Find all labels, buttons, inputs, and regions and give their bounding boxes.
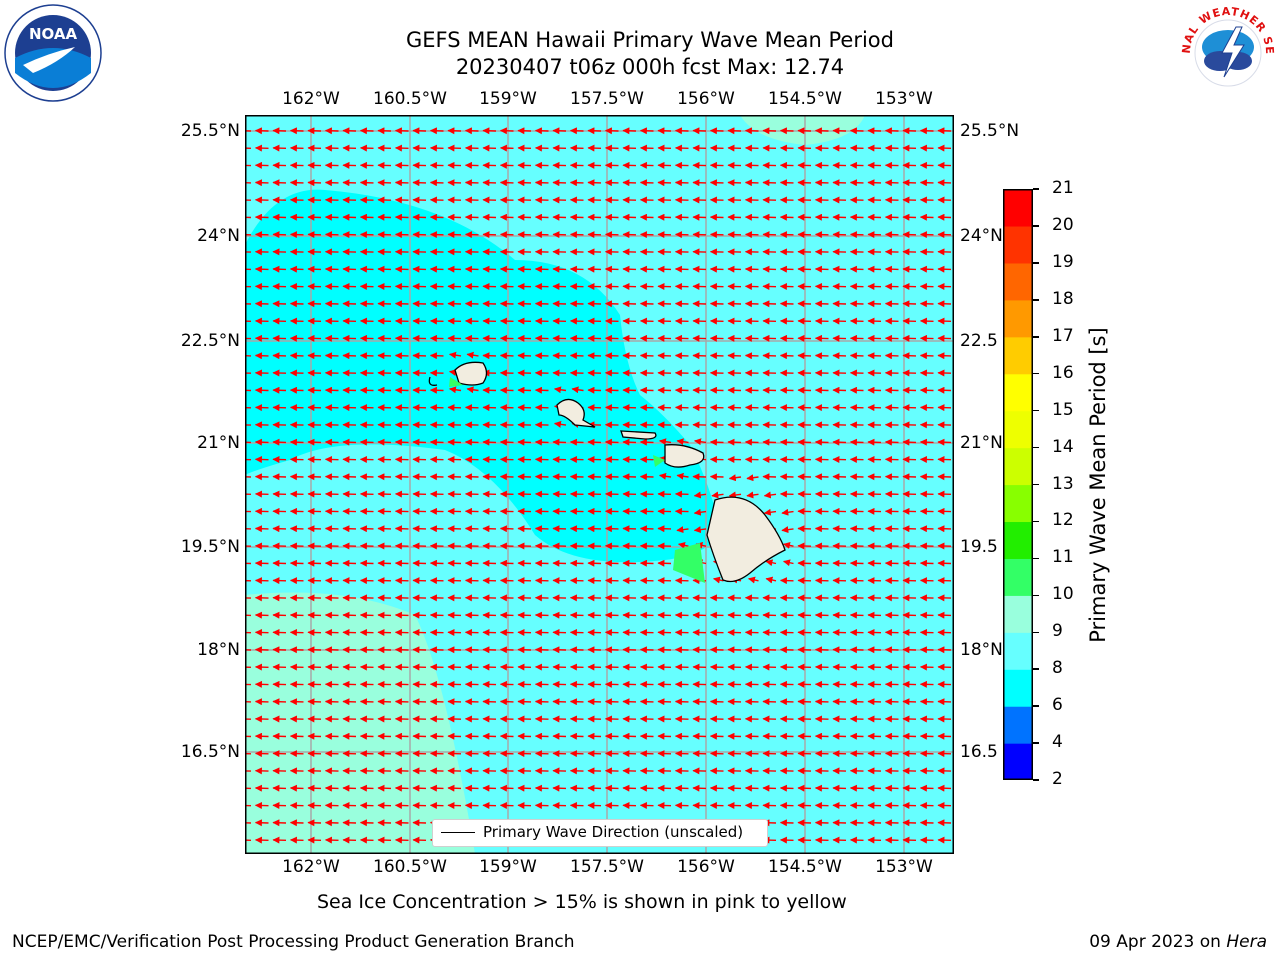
lat-tick: 24°N <box>960 226 1003 246</box>
lon-tick: 154.5°W <box>760 89 850 109</box>
lat-tick: 24°N <box>150 226 240 246</box>
colorbar-segment <box>1003 706 1033 744</box>
noaa-logo-text: NOAA <box>29 25 78 43</box>
lat-tick: 19.5°N <box>150 537 240 557</box>
colorbar-tick-mark <box>1033 188 1039 190</box>
colorbar-tick-mark <box>1033 336 1039 338</box>
colorbar-tick-label: 16 <box>1052 363 1074 383</box>
lat-tick: 21°N <box>960 433 1003 453</box>
lat-tick: 25.5°N <box>960 121 1019 141</box>
lon-tick: 159°W <box>463 857 553 877</box>
colorbar-tick-label: 21 <box>1052 178 1074 198</box>
colorbar-tick-label: 17 <box>1052 326 1074 346</box>
colorbar-tick-label: 6 <box>1052 695 1063 715</box>
colorbar-tick-mark <box>1033 225 1039 227</box>
colorbar-tick-mark <box>1033 373 1039 375</box>
chart-subtitle: 20230407 t06z 000h fcst Max: 12.74 <box>250 54 1050 80</box>
lon-tick: 159°W <box>463 89 553 109</box>
colorbar <box>1003 189 1033 780</box>
lat-tick: 25.5°N <box>150 121 240 141</box>
sea-ice-note: Sea Ice Concentration > 15% is shown in … <box>317 891 847 913</box>
colorbar-tick-mark <box>1033 742 1039 744</box>
colorbar-segment <box>1003 595 1033 633</box>
colorbar-tick-label: 2 <box>1052 769 1063 789</box>
colorbar-tick-mark <box>1033 558 1039 560</box>
map-legend: Primary Wave Direction (unscaled) <box>432 819 768 847</box>
run-date-prefix: 09 Apr 2023 on <box>1089 932 1226 952</box>
lon-tick: 160.5°W <box>365 857 455 877</box>
colorbar-segment <box>1003 448 1033 486</box>
colorbar-segment <box>1003 521 1033 559</box>
branch-credit: NCEP/EMC/Verification Post Processing Pr… <box>12 932 575 952</box>
colorbar-tick-label: 13 <box>1052 474 1074 494</box>
lon-tick: 162°W <box>266 857 356 877</box>
lon-tick: 157.5°W <box>562 89 652 109</box>
wave-period-map <box>245 115 954 854</box>
colorbar-tick-mark <box>1033 262 1039 264</box>
legend-line-sample <box>441 832 475 833</box>
lon-tick: 156°W <box>661 857 751 877</box>
lat-tick: 21°N <box>150 433 240 453</box>
colorbar-tick-label: 4 <box>1052 732 1063 752</box>
colorbar-tick-mark <box>1033 632 1039 634</box>
chart-title: GEFS MEAN Hawaii Primary Wave Mean Perio… <box>250 27 1050 53</box>
colorbar-tick-label: 10 <box>1052 584 1074 604</box>
colorbar-segment <box>1003 189 1033 227</box>
colorbar-tick-mark <box>1033 705 1039 707</box>
run-machine: Hera <box>1226 932 1267 952</box>
colorbar-tick-label: 20 <box>1052 215 1074 235</box>
colorbar-segment <box>1003 263 1033 301</box>
colorbar-segment <box>1003 669 1033 707</box>
noaa-logo: NOAA <box>3 3 103 103</box>
lon-tick: 154.5°W <box>760 857 850 877</box>
colorbar-segment <box>1003 226 1033 264</box>
colorbar-segment <box>1003 485 1033 523</box>
lon-tick: 157.5°W <box>562 857 652 877</box>
colorbar-tick-mark <box>1033 484 1039 486</box>
lon-tick: 162°W <box>266 89 356 109</box>
colorbar-tick-mark <box>1033 410 1039 412</box>
lon-tick: 160.5°W <box>365 89 455 109</box>
island-kauai <box>455 362 487 385</box>
colorbar-tick-mark <box>1033 447 1039 449</box>
colorbar-segment <box>1003 374 1033 412</box>
colorbar-tick-mark <box>1033 521 1039 523</box>
colorbar-segment <box>1003 300 1033 338</box>
colorbar-tick-mark <box>1033 668 1039 670</box>
lat-tick: 22.5°N <box>150 331 240 351</box>
lon-tick: 156°W <box>661 89 751 109</box>
lon-tick: 153°W <box>859 89 949 109</box>
lat-tick: 19.5 <box>960 537 998 557</box>
colorbar-tick-mark <box>1033 779 1039 781</box>
lat-tick: 18°N <box>150 640 240 660</box>
lat-tick: 22.5 <box>960 331 998 351</box>
colorbar-tick-label: 8 <box>1052 658 1063 678</box>
lon-tick: 153°W <box>859 857 949 877</box>
colorbar-segment <box>1003 558 1033 596</box>
lat-tick: 18°N <box>960 640 1003 660</box>
colorbar-label: Primary Wave Mean Period [s] <box>1086 325 1110 645</box>
colorbar-tick-mark <box>1033 595 1039 597</box>
legend-label: Primary Wave Direction (unscaled) <box>483 823 743 841</box>
colorbar-tick-label: 9 <box>1052 621 1063 641</box>
colorbar-tick-label: 18 <box>1052 289 1074 309</box>
colorbar-tick-mark <box>1033 299 1039 301</box>
colorbar-segment <box>1003 411 1033 449</box>
colorbar-tick-label: 11 <box>1052 547 1074 567</box>
lat-tick: 16.5 <box>960 742 998 762</box>
island-molokai <box>621 431 656 439</box>
run-date: 09 Apr 2023 on Hera <box>1089 932 1267 952</box>
colorbar-tick-label: 15 <box>1052 400 1074 420</box>
colorbar-segment <box>1003 337 1033 375</box>
colorbar-tick-label: 12 <box>1052 510 1074 530</box>
nws-logo: NATIONAL WEATHER SERVICE <box>1178 3 1278 103</box>
colorbar-tick-label: 19 <box>1052 252 1074 272</box>
colorbar-segment <box>1003 632 1033 670</box>
colorbar-tick-label: 14 <box>1052 437 1074 457</box>
colorbar-segment <box>1003 743 1033 780</box>
lat-tick: 16.5°N <box>150 742 240 762</box>
